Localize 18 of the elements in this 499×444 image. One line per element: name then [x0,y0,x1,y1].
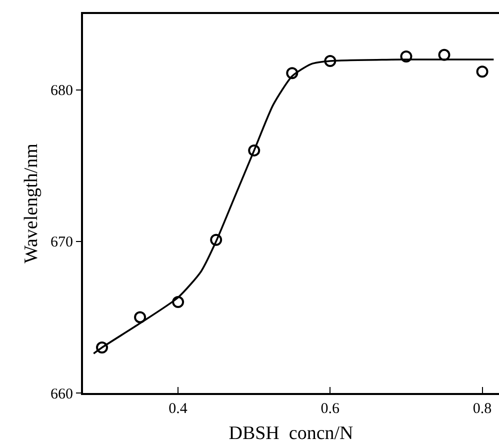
y-tick-label: 680 [50,83,73,100]
point [172,296,184,308]
x-axis-title: DBSH concn/N [228,423,354,444]
x-tick-label: 0.6 [320,401,340,417]
y-axis-title: Wavelength/nm [20,143,42,264]
point [96,342,108,354]
point [248,144,260,156]
x-tick-label: 0.8 [472,401,492,417]
x-tick-label: 0.4 [168,401,188,417]
y-tick-label: 660 [50,386,73,402]
point [210,234,222,246]
point [286,67,298,80]
point [400,50,412,62]
point [438,48,450,61]
point [476,66,488,78]
y-tick-label: 670 [50,234,73,251]
point [134,311,146,324]
point [324,55,336,67]
